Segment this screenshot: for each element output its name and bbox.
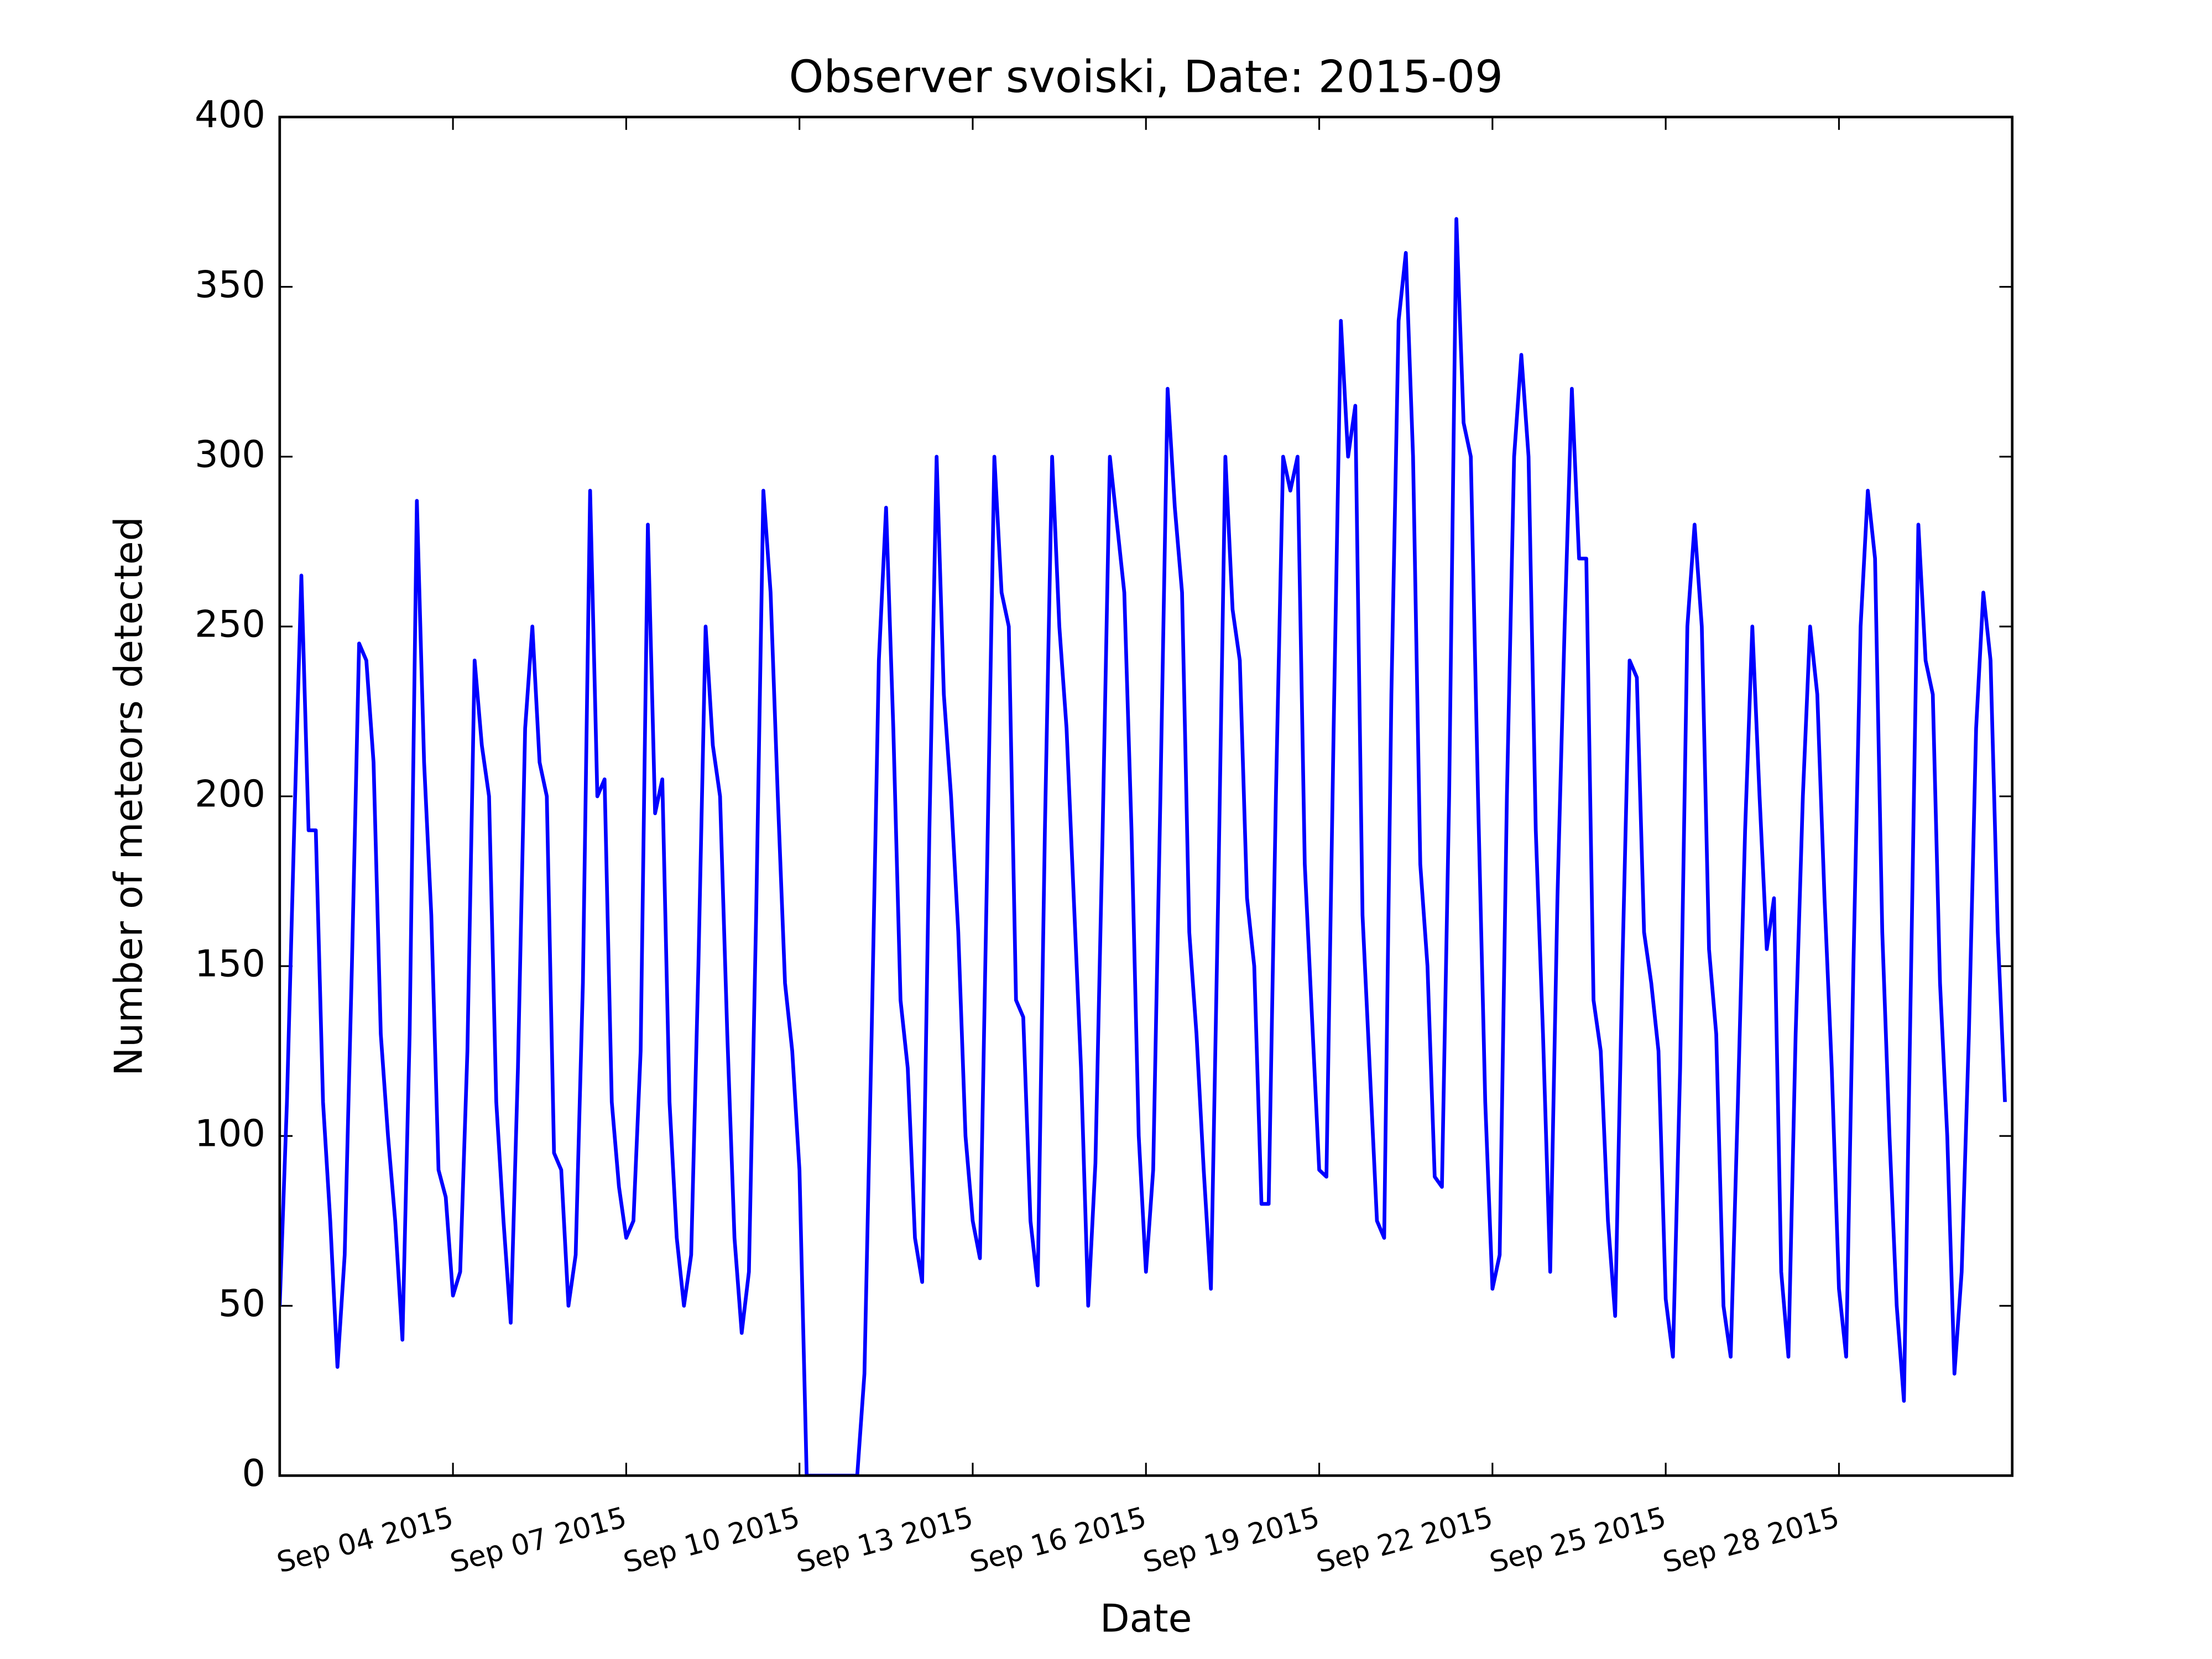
y-tick-label: 350 <box>195 263 265 306</box>
y-tick-label: 300 <box>195 432 265 476</box>
x-tick-label: Sep 16 2015 <box>967 1501 1150 1580</box>
y-tick-label: 0 <box>242 1452 265 1495</box>
data-line <box>279 217 2007 1476</box>
chart-title: Observer svoiski, Date: 2015-09 <box>789 51 1503 102</box>
y-tick-label: 250 <box>195 602 265 645</box>
y-tick-label: 50 <box>218 1282 265 1325</box>
x-tick-label: Sep 13 2015 <box>793 1501 976 1580</box>
x-tick-label: Sep 22 2015 <box>1313 1501 1496 1580</box>
x-tick-label: Sep 10 2015 <box>620 1501 803 1580</box>
x-tick-label: Sep 28 2015 <box>1660 1501 1843 1580</box>
y-tick-label: 200 <box>195 773 265 816</box>
y-tick-label: 150 <box>195 942 265 985</box>
x-tick-label: Sep 07 2015 <box>447 1501 630 1580</box>
y-tick-label: 100 <box>195 1112 265 1155</box>
x-tick-label: Sep 04 2015 <box>274 1501 457 1580</box>
y-axis-label: Number of meteors detected <box>106 517 151 1076</box>
y-tick-label: 400 <box>195 93 265 136</box>
x-axis-label: Date <box>1100 1597 1192 1641</box>
plot-frame <box>278 116 2014 1477</box>
x-tick-label: Sep 25 2015 <box>1486 1501 1670 1580</box>
x-tick-label: Sep 19 2015 <box>1140 1501 1323 1580</box>
